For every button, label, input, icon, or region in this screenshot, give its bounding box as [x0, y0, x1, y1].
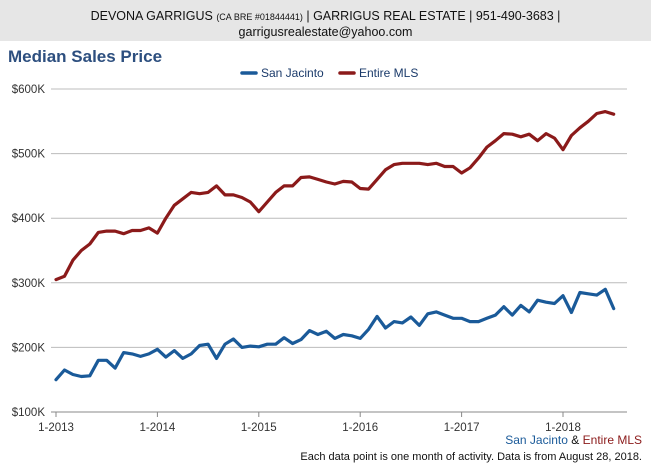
agent-license: (CA BRE #01844441) — [216, 12, 303, 22]
header-bar — [0, 0, 651, 41]
x-tick-label: 1-2018 — [545, 422, 581, 434]
legend-label: Entire MLS — [359, 66, 418, 80]
attribution-ampersand: & — [571, 433, 580, 447]
x-tick-label: 1-2013 — [38, 422, 74, 434]
x-tick-label: 1-2017 — [444, 422, 480, 434]
y-tick-label: $600K — [12, 84, 46, 96]
legend-label: San Jacinto — [261, 66, 324, 80]
series-attribution: San Jacinto & Entire MLS — [505, 433, 642, 447]
x-tick-label: 1-2016 — [342, 422, 378, 434]
x-tick-label: 1-2014 — [139, 422, 175, 434]
agent-email: garrigusrealestate@yahoo.com — [238, 25, 413, 39]
x-tick-label: 1-2015 — [241, 422, 277, 434]
chart-title: Median Sales Price — [8, 47, 163, 66]
header-agent-line: DEVONA GARRIGUS (CA BRE #01844441) | GAR… — [0, 9, 651, 23]
agent-name: DEVONA GARRIGUS — [90, 9, 213, 23]
agency-phone: | GARRIGUS REAL ESTATE | 951-490-3683 | — [306, 9, 561, 23]
attribution-series-b: Entire MLS — [582, 433, 642, 447]
data-footnote: Each data point is one month of activity… — [300, 451, 642, 463]
y-tick-label: $100K — [12, 407, 46, 419]
y-tick-label: $300K — [12, 278, 46, 290]
y-tick-label: $500K — [12, 149, 46, 161]
y-tick-label: $200K — [12, 342, 46, 354]
y-tick-label: $400K — [12, 213, 46, 225]
attribution-series-a: San Jacinto — [505, 433, 568, 447]
series-line-san-jacinto — [54, 287, 616, 382]
series-line-entire-mls — [54, 109, 616, 282]
